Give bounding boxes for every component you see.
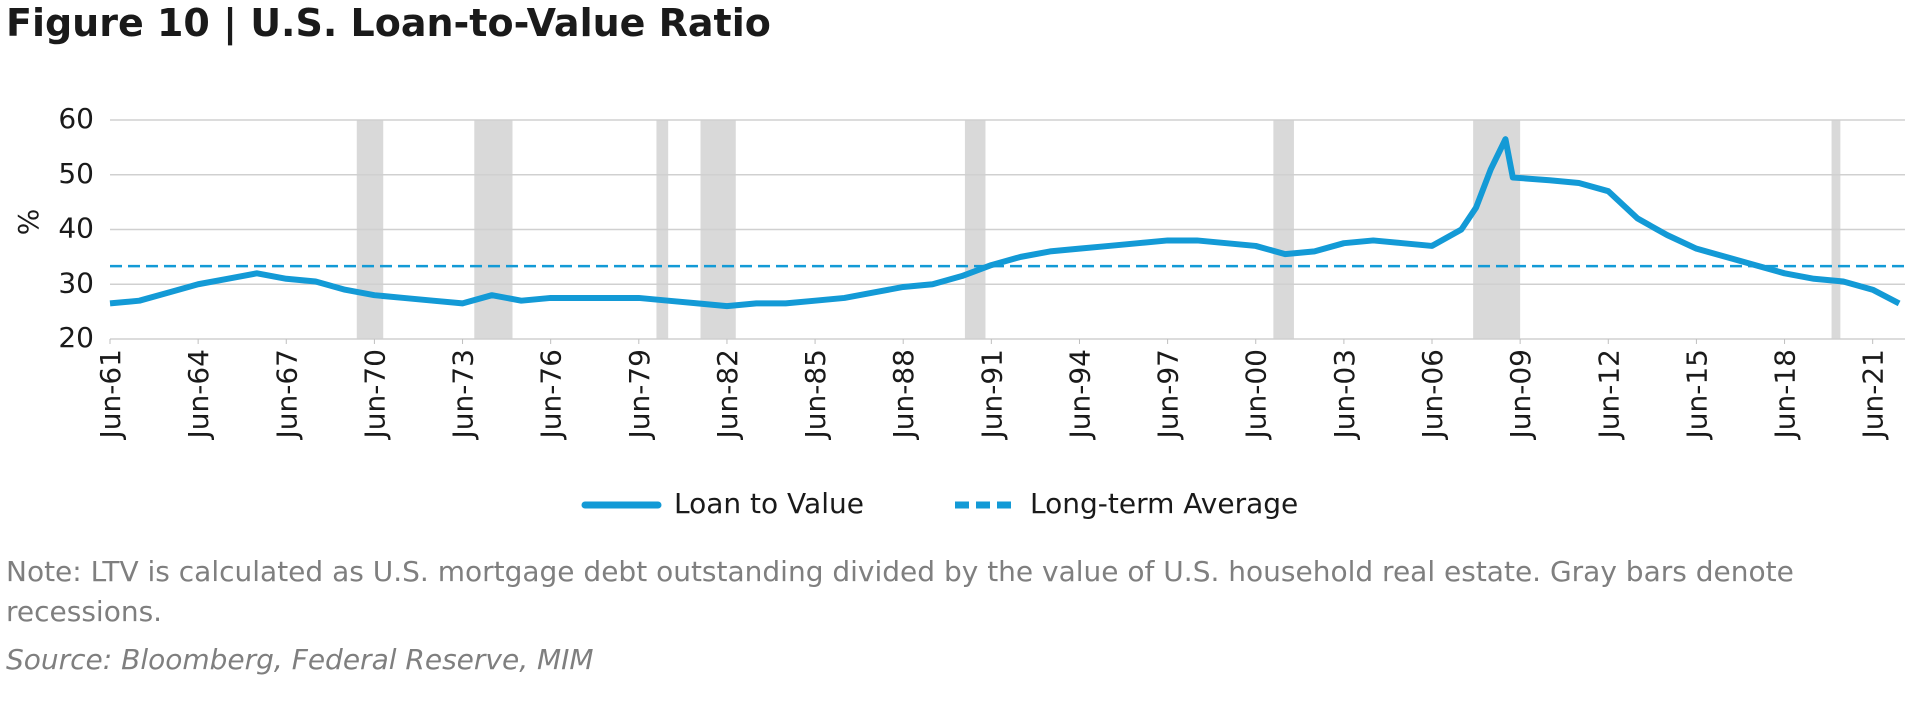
x-tick-label: Jun-03 [1328, 349, 1361, 440]
x-tick-label: Jun-67 [270, 349, 303, 440]
x-tick-label: Jun-94 [1063, 349, 1096, 440]
chart: Figure 10 | U.S. Loan-to-Value Ratio % 2… [6, 1, 1905, 520]
x-tick-label: Jun-79 [623, 349, 656, 440]
x-tick-label: Jun-91 [975, 349, 1008, 440]
line-series [109, 136, 1901, 310]
y-tick-label: 30 [58, 266, 94, 299]
y-tick-label: 60 [58, 102, 94, 135]
x-tick-label: Jun-15 [1680, 349, 1713, 440]
chart-title: Figure 10 | U.S. Loan-to-Value Ratio [6, 1, 771, 46]
x-tick-label: Jun-97 [1152, 349, 1185, 440]
x-tick-label: Jun-88 [887, 349, 920, 440]
legend-label: Long-term Average [1030, 487, 1298, 520]
notes: Note: LTV is calculated as U.S. mortgage… [6, 552, 1806, 680]
x-tick-label: Jun-18 [1769, 349, 1802, 440]
x-tick-label: Jun-73 [447, 349, 480, 440]
legend-label: Loan to Value [674, 487, 864, 520]
x-tick-label: Jun-76 [535, 349, 568, 440]
x-tick-label: Jun-61 [94, 349, 127, 440]
x-tick-label: Jun-82 [711, 349, 744, 440]
y-tick-label: 40 [58, 212, 94, 245]
x-tick-label: Jun-09 [1504, 349, 1537, 440]
legend: Loan to Value Long-term Average [581, 487, 1298, 520]
y-tick-label: 50 [58, 157, 94, 190]
x-tick-label: Jun-85 [799, 349, 832, 440]
x-tick-label: Jun-70 [358, 349, 391, 440]
x-tick-label: Jun-21 [1857, 349, 1890, 440]
y-tick-label: 20 [58, 321, 94, 354]
source: Source: Bloomberg, Federal Reserve, MIM [6, 643, 594, 676]
x-tick-label: Jun-00 [1240, 349, 1273, 440]
note: Note: LTV is calculated as U.S. mortgage… [6, 555, 1794, 628]
x-tick-label: Jun-06 [1416, 349, 1449, 440]
y-axis-label: % [12, 209, 45, 236]
x-tick-label: Jun-64 [182, 349, 215, 440]
x-tick-label: Jun-12 [1592, 349, 1625, 440]
